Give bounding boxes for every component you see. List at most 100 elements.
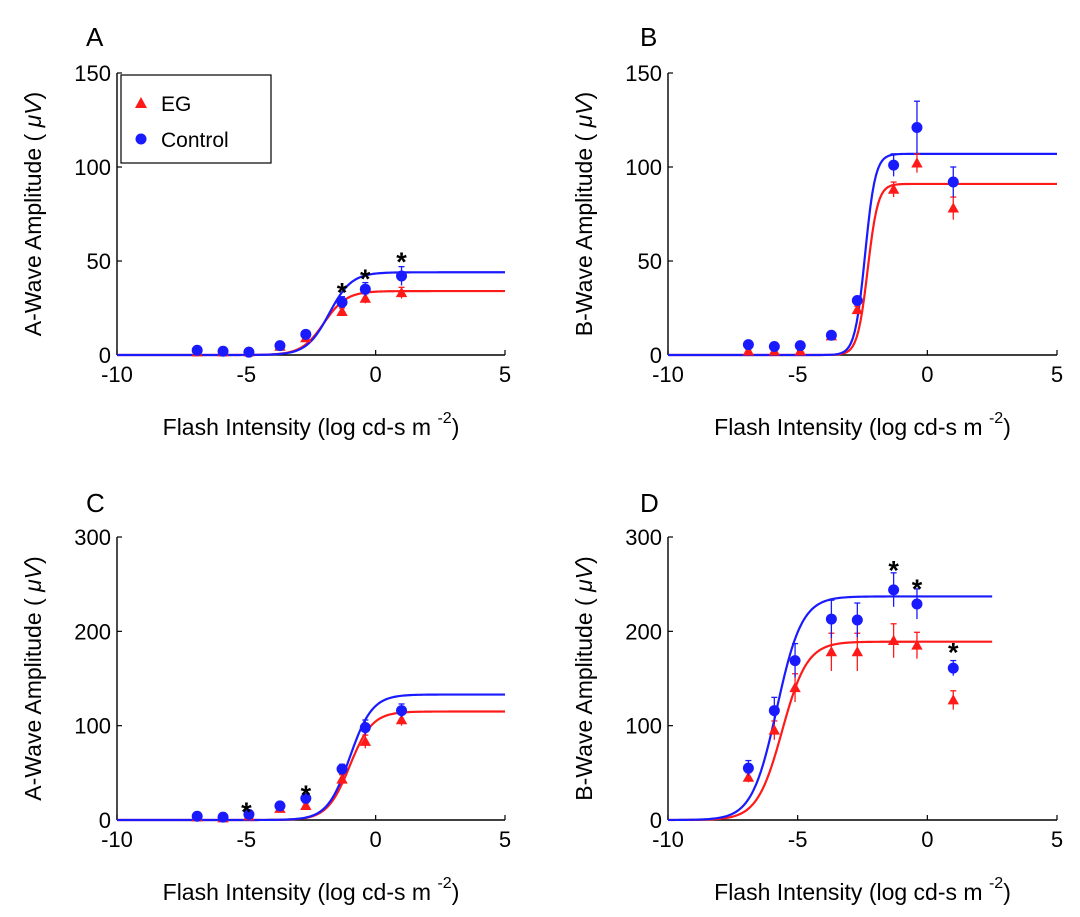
x-tick-label: 5	[499, 362, 511, 387]
x-tick-label: 0	[370, 827, 382, 852]
x-tick-label: 5	[1051, 827, 1063, 852]
point-control	[851, 614, 863, 626]
y-tick-label: 0	[99, 343, 111, 368]
x-tick-label: -10	[652, 362, 684, 387]
point-control	[191, 810, 203, 822]
point-control	[396, 705, 408, 717]
point-control	[888, 159, 900, 171]
panel-letter: C	[86, 488, 105, 518]
y-tick-label: 50	[638, 249, 662, 274]
point-control	[191, 344, 203, 356]
point-control	[300, 328, 312, 340]
point-eg	[395, 714, 408, 725]
point-eg	[825, 646, 838, 657]
fit-curve-control	[117, 271, 505, 357]
point-eg	[947, 202, 959, 213]
significance-marker: *	[888, 555, 899, 585]
point-eg	[911, 157, 923, 168]
point-control	[947, 662, 959, 674]
point-control	[274, 340, 286, 352]
y-tick-label: 300	[625, 525, 662, 550]
x-tick-label: -5	[788, 827, 808, 852]
panel-letter: B	[640, 22, 657, 52]
significance-marker: *	[241, 797, 252, 827]
fit-curve-control	[117, 693, 505, 822]
y-tick-label: 50	[87, 249, 111, 274]
point-control	[300, 792, 312, 804]
point-control	[742, 339, 754, 351]
x-tick-label: -10	[101, 827, 133, 852]
x-axis-label: Flash Intensity (log cd-s m -2)	[163, 410, 460, 440]
point-eg	[336, 773, 348, 784]
significance-marker: *	[948, 637, 959, 667]
x-axis-label: Flash Intensity (log cd-s m -2)	[163, 875, 460, 905]
y-tick-label: 100	[625, 714, 662, 739]
point-control	[768, 341, 780, 353]
legend: EG Control	[120, 74, 272, 164]
significance-marker: *	[912, 574, 923, 604]
panel-letter: A	[86, 22, 104, 52]
point-control	[851, 294, 863, 306]
point-eg	[742, 771, 755, 782]
y-tick-label: 200	[74, 619, 111, 644]
point-control	[911, 598, 923, 610]
point-eg	[768, 724, 781, 735]
legend-box	[120, 74, 272, 164]
y-tick-label: 200	[625, 619, 662, 644]
fit-curve-control	[668, 152, 1057, 357]
point-control	[888, 584, 900, 596]
x-tick-label: 0	[921, 827, 933, 852]
x-tick-label: -5	[237, 362, 257, 387]
y-tick-label: 100	[74, 714, 111, 739]
point-eg	[359, 735, 372, 746]
point-eg	[851, 646, 864, 657]
point-control	[768, 705, 780, 717]
x-tick-label: -5	[788, 362, 808, 387]
point-control	[742, 762, 754, 774]
y-tick-label: 150	[74, 61, 111, 86]
point-control	[217, 345, 229, 357]
point-control	[794, 340, 806, 352]
y-axis-label: A-Wave Amplitude ( μV)	[20, 556, 46, 800]
point-control	[825, 613, 837, 625]
point-control	[396, 270, 408, 282]
y-tick-label: 150	[625, 61, 662, 86]
point-eg	[851, 303, 864, 315]
y-tick-label: 100	[625, 155, 662, 180]
point-control	[336, 296, 348, 308]
y-tick-label: 0	[650, 343, 662, 368]
point-control	[336, 763, 348, 775]
legend-marker-control	[135, 133, 147, 145]
point-control	[243, 808, 255, 820]
legend-label: Control	[161, 129, 229, 152]
y-axis-label: B-Wave Amplitude ( μV)	[571, 92, 597, 336]
x-tick-label: -5	[237, 827, 257, 852]
x-tick-label: -10	[101, 362, 133, 387]
y-axis-label: B-Wave Amplitude ( μV)	[571, 556, 597, 800]
point-eg	[887, 183, 900, 194]
point-eg	[359, 292, 372, 303]
point-control	[217, 811, 229, 823]
point-eg	[395, 286, 408, 298]
fit-curve-eg	[117, 289, 505, 357]
point-control	[789, 655, 801, 667]
point-control	[274, 800, 286, 812]
point-control	[243, 346, 255, 358]
point-eg	[911, 639, 923, 650]
point-eg	[947, 694, 959, 705]
point-control	[947, 176, 959, 188]
point-control	[359, 722, 371, 734]
point-eg	[887, 634, 900, 645]
point-eg	[742, 345, 755, 356]
x-tick-label: 0	[921, 362, 933, 387]
point-control	[825, 329, 837, 341]
x-tick-label: 0	[370, 362, 382, 387]
y-tick-label: 300	[74, 525, 111, 550]
x-axis-label: Flash Intensity (log cd-s m -2)	[714, 875, 1011, 905]
point-eg	[789, 681, 801, 693]
legend-marker-eg	[135, 97, 147, 108]
